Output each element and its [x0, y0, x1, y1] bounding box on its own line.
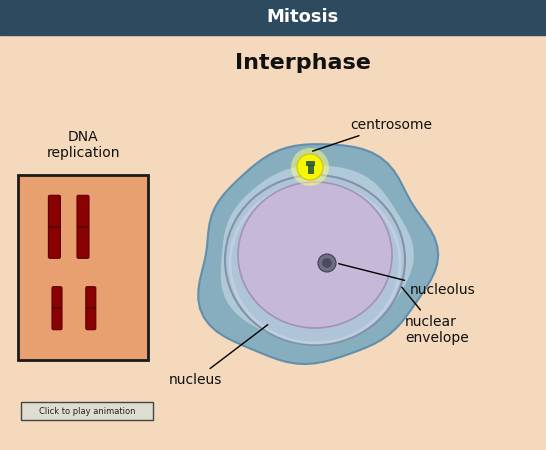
Circle shape	[318, 254, 336, 272]
Text: centrosome: centrosome	[313, 118, 432, 151]
Polygon shape	[221, 165, 414, 344]
Text: nuclear
envelope: nuclear envelope	[402, 287, 469, 345]
Ellipse shape	[225, 175, 405, 345]
Text: nucleolus: nucleolus	[339, 264, 476, 297]
FancyBboxPatch shape	[21, 402, 153, 420]
Bar	[0, 0, 546, 35]
Text: nucleus: nucleus	[168, 325, 268, 387]
Text: Click to play animation: Click to play animation	[39, 406, 135, 415]
Text: Interphase: Interphase	[235, 53, 371, 73]
Text: DNA
replication: DNA replication	[46, 130, 120, 160]
Text: Mitosis: Mitosis	[267, 9, 339, 27]
Bar	[18, 175, 148, 360]
FancyBboxPatch shape	[86, 287, 96, 330]
Circle shape	[291, 148, 329, 186]
FancyBboxPatch shape	[49, 195, 61, 258]
FancyBboxPatch shape	[77, 195, 89, 258]
Ellipse shape	[238, 182, 392, 328]
Circle shape	[322, 258, 332, 268]
FancyBboxPatch shape	[52, 287, 62, 330]
Bar	[307, 165, 312, 173]
Bar	[306, 161, 314, 165]
Circle shape	[297, 154, 323, 180]
Polygon shape	[198, 144, 438, 364]
